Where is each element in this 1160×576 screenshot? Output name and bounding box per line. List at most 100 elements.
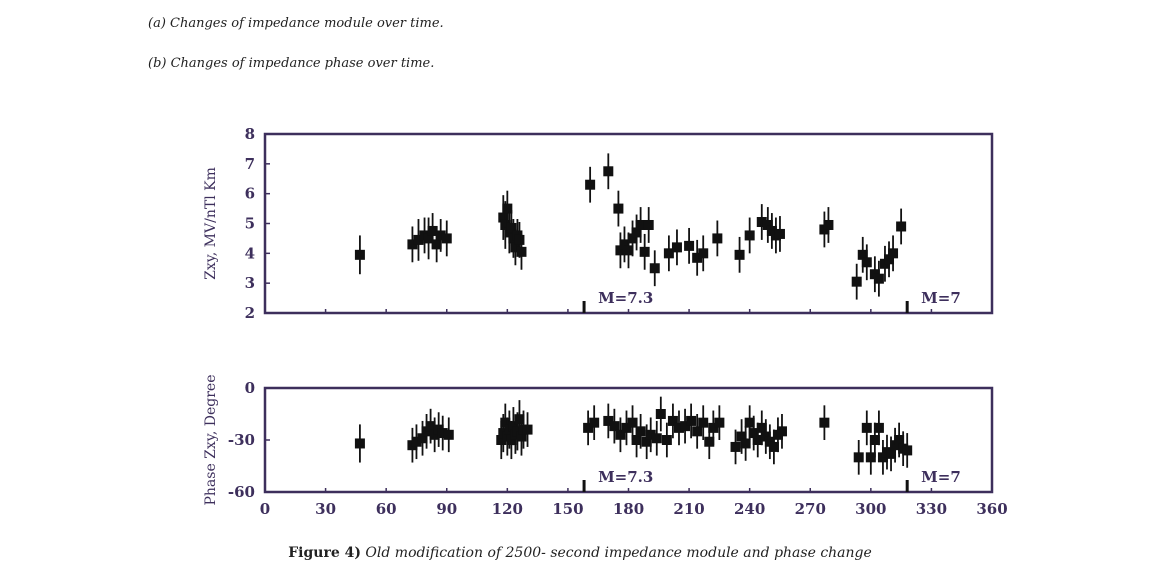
module-data-point — [623, 245, 634, 256]
phase-data-point — [748, 428, 759, 439]
module-data-point — [851, 276, 862, 287]
module-data-point — [585, 179, 596, 190]
phase-data-point — [506, 435, 517, 445]
module-data-point — [506, 222, 517, 233]
module-data-point — [516, 246, 527, 257]
phase-data-point — [522, 424, 533, 435]
module-data-point — [441, 233, 452, 244]
phase-data-point — [698, 417, 709, 428]
phase-chart-panel: 0 -30 -60 0 30 60 90 120 150 180 210 240 270 300 330 36… — [203, 374, 1008, 518]
phase-y-tick-label: -60 — [228, 483, 255, 501]
phase-data-point — [635, 426, 646, 437]
module-data-point — [635, 219, 646, 230]
module-data-point — [823, 219, 834, 230]
phase-data-point — [603, 415, 614, 426]
module-data-point — [857, 249, 868, 260]
phase-data-point — [752, 435, 763, 445]
phase-x-tick-label: 330 — [916, 500, 947, 518]
module-data-point — [861, 257, 872, 268]
module-data-point — [423, 233, 434, 244]
module-y-tick-label: 3 — [245, 274, 255, 292]
module-y-tick-label: 6 — [245, 185, 255, 203]
figure-caption-text: Old modification of 2500- second impedan… — [365, 545, 872, 561]
phase-data-point — [514, 414, 525, 425]
phase-data-point — [692, 426, 703, 437]
phase-data-point — [627, 417, 638, 428]
module-data-point — [627, 233, 638, 244]
phase-data-point — [421, 426, 432, 437]
caption-b: (b) Changes of impedance phase over time… — [148, 56, 435, 71]
phase-event-label: M=7 — [921, 468, 961, 486]
phase-data-point — [756, 422, 767, 433]
phase-event-label: M=7.3 — [598, 468, 653, 486]
phase-data-point — [819, 417, 830, 428]
module-data-point — [734, 249, 745, 260]
module-event-label: M=7.3 — [598, 289, 653, 307]
module-data-point — [774, 228, 785, 239]
phase-data-point — [621, 422, 632, 433]
module-chart-panel: 2 3 4 5 6 7 8 Zxy, MV/nTl Km M=7.3 M=7 — [203, 125, 994, 322]
module-data-point — [684, 240, 695, 251]
phase-x-tick-label: 0 — [260, 500, 270, 518]
phase-data-point — [902, 445, 913, 456]
module-data-point — [631, 227, 642, 238]
phase-x-tick-label: 210 — [673, 500, 704, 518]
phase-x-tick-label: 30 — [315, 500, 336, 518]
module-data-point — [884, 254, 895, 265]
phase-x-tick-label: 120 — [492, 500, 523, 518]
module-y-tick-label: 7 — [245, 155, 255, 173]
phase-x-tick-label: 300 — [855, 500, 886, 518]
module-data-point — [500, 219, 511, 230]
phase-data-point — [873, 422, 884, 433]
phase-data-point — [764, 436, 775, 447]
phase-data-point — [894, 435, 905, 445]
module-data-point — [698, 248, 709, 259]
module-data-point — [431, 239, 442, 250]
module-data-point — [407, 239, 418, 250]
module-y-tick-label: 8 — [245, 125, 255, 143]
module-data-point — [671, 242, 682, 253]
module-data-point — [639, 246, 650, 257]
module-y-tick-label: 2 — [245, 304, 255, 322]
module-y-tick-label: 5 — [245, 215, 255, 233]
phase-data-point — [589, 417, 600, 428]
phase-x-tick-label: 360 — [976, 500, 1007, 518]
phase-data-point — [443, 429, 454, 440]
module-data-point — [663, 248, 674, 259]
module-y-tick-label: 4 — [245, 244, 255, 262]
phase-data-point — [500, 417, 511, 428]
module-data-point — [762, 219, 773, 230]
module-data-point — [643, 219, 654, 230]
phase-x-tick-label: 150 — [552, 500, 583, 518]
phase-data-point — [615, 429, 626, 440]
module-data-point — [692, 252, 703, 263]
module-data-point — [510, 242, 521, 253]
phase-data-point — [516, 431, 527, 442]
module-data-point — [613, 203, 624, 214]
phase-data-point — [704, 436, 715, 447]
phase-data-point — [437, 428, 448, 439]
phase-data-point — [865, 452, 876, 463]
module-data-point — [873, 273, 884, 284]
phase-data-point — [673, 422, 684, 433]
phase-data-point — [496, 435, 507, 445]
phase-data-point — [667, 415, 678, 426]
phase-data-point — [354, 438, 365, 449]
module-data-point — [615, 245, 626, 256]
module-data-point — [354, 249, 365, 260]
module-data-point — [502, 203, 513, 214]
phase-data-point — [645, 429, 656, 440]
phase-data-point — [776, 426, 787, 437]
phase-data-point — [512, 426, 523, 437]
phase-data-point — [714, 417, 725, 428]
phase-data-point — [853, 452, 864, 463]
module-data-point — [896, 221, 907, 232]
module-data-point — [603, 166, 614, 177]
phase-x-tick-label: 270 — [795, 500, 826, 518]
phase-data-point — [631, 435, 642, 445]
phase-data-point — [641, 436, 652, 447]
module-data-point — [888, 248, 899, 259]
module-event-label: M=7 — [921, 289, 961, 307]
phase-data-point — [886, 448, 897, 459]
